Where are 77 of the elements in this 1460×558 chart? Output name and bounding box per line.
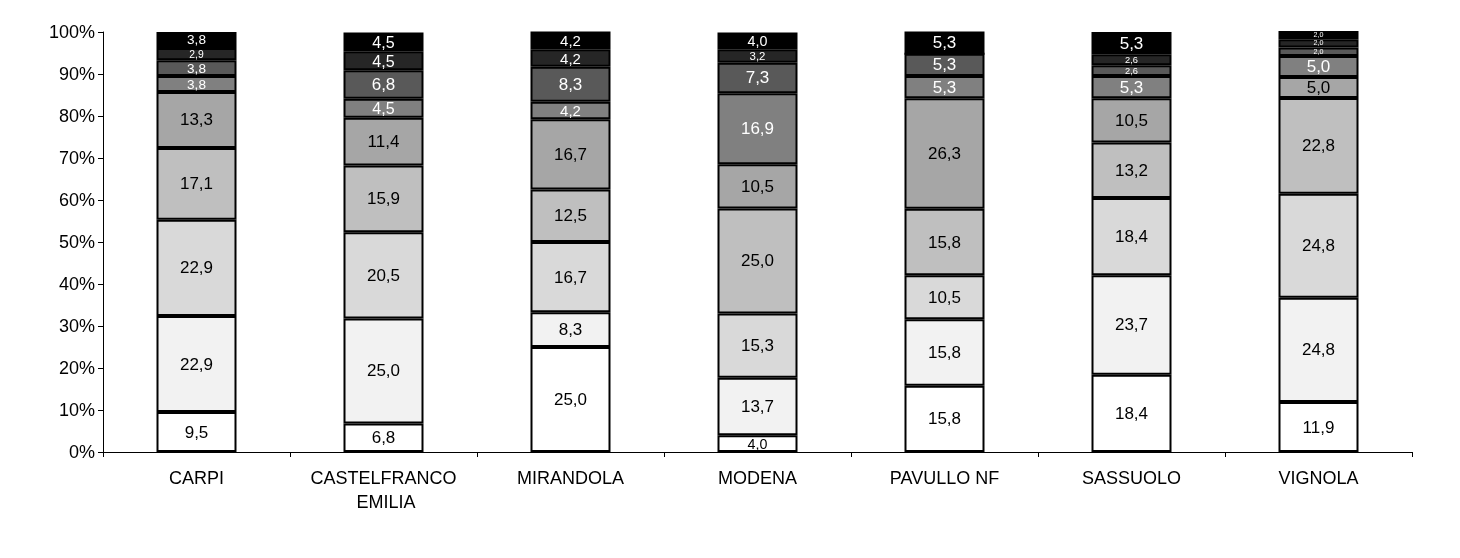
data-label: 4,2 <box>560 102 581 120</box>
data-label: 12,5 <box>553 206 588 226</box>
x-tick-label: SASSUOLO <box>1081 468 1182 488</box>
data-label: 10,5 <box>740 176 775 196</box>
data-label: 3,8 <box>187 76 206 92</box>
x-tick-label: MIRANDOLA <box>516 468 625 488</box>
data-label: 8,3 <box>558 74 583 94</box>
data-label: 8,3 <box>558 320 583 340</box>
data-label: 18,4 <box>1114 403 1149 423</box>
data-label: 22,9 <box>179 258 214 278</box>
y-tick-label: 60% <box>58 190 95 210</box>
data-label: 7,3 <box>745 68 770 88</box>
data-label: 22,8 <box>1301 136 1336 156</box>
data-label: 15,8 <box>927 342 962 362</box>
y-tick-label: 50% <box>58 232 95 252</box>
data-label: 15,8 <box>927 409 962 429</box>
data-label: 6,8 <box>371 428 396 448</box>
data-label: 4,5 <box>372 51 395 70</box>
y-tick-label: 20% <box>58 358 95 378</box>
y-tick-label: 100% <box>48 22 95 42</box>
x-tick-label: CASTELFRANCO EMILIA <box>310 468 457 512</box>
data-label: 15,8 <box>927 232 962 252</box>
data-label: 16,9 <box>740 119 775 139</box>
data-label: 11,9 <box>1302 417 1335 437</box>
data-label: 10,5 <box>927 287 962 307</box>
data-label: 2,6 <box>1125 54 1138 65</box>
data-label: 5,0 <box>1306 77 1331 97</box>
data-label: 6,8 <box>371 75 396 94</box>
data-label: 24,8 <box>1301 236 1336 256</box>
data-label: 15,9 <box>366 189 401 209</box>
data-label: 4,5 <box>372 32 395 51</box>
data-label: 4,2 <box>560 31 581 49</box>
x-tick-label: CARPI <box>168 468 225 488</box>
data-label: 26,3 <box>927 144 962 164</box>
data-label: 3,2 <box>749 49 766 62</box>
data-label: 5,3 <box>1119 77 1144 97</box>
x-tick-label: PAVULLO NF <box>889 468 1000 488</box>
data-label: 13,2 <box>1114 160 1149 180</box>
data-label: 2,9 <box>189 48 204 60</box>
data-label: 13,7 <box>740 396 775 416</box>
data-label: 13,3 <box>179 110 214 130</box>
y-tick-label: 30% <box>58 316 95 336</box>
data-label: 15,3 <box>740 336 775 356</box>
data-label: 16,7 <box>553 267 588 287</box>
data-label: 5,0 <box>1306 56 1331 76</box>
data-label: 3,8 <box>187 60 206 76</box>
data-label: 25,0 <box>740 251 775 271</box>
y-tick-label: 10% <box>58 400 95 420</box>
data-label: 4,0 <box>747 32 768 49</box>
data-label: 5,3 <box>1119 33 1144 53</box>
data-label: 4,0 <box>747 435 768 452</box>
x-tick-label: MODENA <box>717 468 798 488</box>
data-label: 5,3 <box>932 55 957 75</box>
y-tick-label: 40% <box>58 274 95 294</box>
data-label: 18,4 <box>1114 227 1149 247</box>
data-label: 23,7 <box>1114 315 1149 335</box>
data-label: 4,5 <box>372 99 395 118</box>
data-label: 11,4 <box>367 132 400 152</box>
data-label: 2,6 <box>1125 65 1138 76</box>
data-label: 20,5 <box>366 265 401 285</box>
data-label: 17,1 <box>179 174 214 194</box>
data-label: 9,5 <box>184 422 209 442</box>
data-label: 3,8 <box>187 32 206 48</box>
data-label: 5,3 <box>932 77 957 97</box>
data-label: 5,3 <box>932 33 957 53</box>
y-tick-label: 70% <box>58 148 95 168</box>
y-tick-label: 0% <box>68 442 95 462</box>
data-label: 22,9 <box>179 354 214 374</box>
data-label: 10,5 <box>1114 110 1149 130</box>
data-label: 16,7 <box>553 144 588 164</box>
data-label: 24,8 <box>1301 340 1336 360</box>
x-tick-label: VIGNOLA <box>1278 468 1359 488</box>
y-tick-label: 90% <box>58 64 95 84</box>
data-label: 25,0 <box>366 361 401 381</box>
data-label: 25,0 <box>553 390 588 409</box>
y-tick-label: 80% <box>58 106 95 126</box>
data-label: 4,2 <box>560 49 581 67</box>
